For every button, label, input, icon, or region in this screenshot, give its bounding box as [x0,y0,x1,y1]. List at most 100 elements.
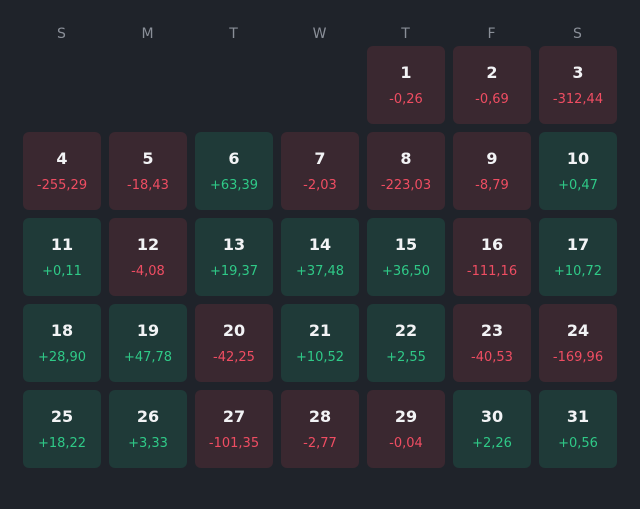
day-number: 1 [400,63,412,82]
day-cell-11[interactable]: 11 +0,11 [23,218,101,296]
day-number: 7 [314,149,326,168]
day-number: 17 [566,235,590,254]
day-pnl-value: +47,78 [123,350,173,365]
day-cell-6[interactable]: 6 +63,39 [195,132,273,210]
day-number: 4 [56,149,68,168]
day-pnl-value: +10,52 [295,350,345,365]
day-pnl-value: +2,55 [386,350,426,365]
day-pnl-value: +3,33 [128,436,168,451]
day-cell-8[interactable]: 8 -223,03 [367,132,445,210]
day-cell-4[interactable]: 4 -255,29 [23,132,101,210]
day-pnl-value: +63,39 [209,178,259,193]
day-pnl-value: +28,90 [37,350,87,365]
day-pnl-value: +19,37 [209,264,259,279]
day-cell-15[interactable]: 15 +36,50 [367,218,445,296]
day-cell-21[interactable]: 21 +10,52 [281,304,359,382]
weekday-label: F [487,26,497,42]
day-cell-14[interactable]: 14 +37,48 [281,218,359,296]
day-cell-26[interactable]: 26 +3,33 [109,390,187,468]
day-cell-28[interactable]: 28 -2,77 [281,390,359,468]
day-number: 21 [308,321,332,340]
day-pnl-value: +10,72 [553,264,603,279]
day-pnl-value: -169,96 [552,350,604,365]
day-cell-5[interactable]: 5 -18,43 [109,132,187,210]
weekday-label: M [141,26,155,42]
weekday-label: T [229,26,239,42]
empty-cell [195,46,273,124]
day-pnl-value: +18,22 [37,436,87,451]
day-cell-9[interactable]: 9 -8,79 [453,132,531,210]
day-pnl-value: -101,35 [208,436,260,451]
day-cell-30[interactable]: 30 +2,26 [453,390,531,468]
day-pnl-value: -111,16 [466,264,518,279]
day-number: 31 [566,407,590,426]
day-number: 30 [480,407,504,426]
day-cell-10[interactable]: 10 +0,47 [539,132,617,210]
day-cell-2[interactable]: 2 -0,69 [453,46,531,124]
day-pnl-value: -2,03 [303,178,337,193]
day-cell-17[interactable]: 17 +10,72 [539,218,617,296]
day-cell-24[interactable]: 24 -169,96 [539,304,617,382]
day-number: 6 [228,149,240,168]
empty-cell [23,46,101,124]
day-cell-22[interactable]: 22 +2,55 [367,304,445,382]
day-number: 19 [136,321,160,340]
day-number: 25 [50,407,74,426]
empty-cell [281,46,359,124]
day-number: 13 [222,235,246,254]
empty-cell [109,46,187,124]
day-cell-31[interactable]: 31 +0,56 [539,390,617,468]
day-cell-27[interactable]: 27 -101,35 [195,390,273,468]
day-cell-20[interactable]: 20 -42,25 [195,304,273,382]
day-cell-13[interactable]: 13 +19,37 [195,218,273,296]
day-pnl-value: +37,48 [295,264,345,279]
weekday-label: T [401,26,411,42]
day-number: 3 [572,63,584,82]
day-number: 2 [486,63,498,82]
day-pnl-value: +0,47 [558,178,598,193]
day-number: 5 [142,149,154,168]
day-pnl-value: +0,11 [42,264,82,279]
day-pnl-value: -18,43 [127,178,169,193]
day-cell-7[interactable]: 7 -2,03 [281,132,359,210]
weekday-label: W [312,26,328,42]
day-pnl-value: -255,29 [36,178,88,193]
day-number: 20 [222,321,246,340]
day-number: 12 [136,235,160,254]
day-number: 16 [480,235,504,254]
day-number: 18 [50,321,74,340]
day-number: 28 [308,407,332,426]
day-number: 24 [566,321,590,340]
day-pnl-value: -4,08 [131,264,165,279]
calendar-grid: 1 -0,26 2 -0,69 3 -312,44 4 -255,29 5 -18,43 6 +63,… [23,46,617,468]
day-pnl-value: -42,25 [213,350,255,365]
day-cell-3[interactable]: 3 -312,44 [539,46,617,124]
day-pnl-value: -312,44 [552,92,604,107]
day-pnl-value: -8,79 [475,178,509,193]
day-number: 10 [566,149,590,168]
day-number: 11 [50,235,74,254]
day-number: 8 [400,149,412,168]
day-number: 27 [222,407,246,426]
day-pnl-value: -40,53 [471,350,513,365]
day-pnl-value: -0,69 [475,92,509,107]
weekday-label: S [573,26,583,42]
day-cell-18[interactable]: 18 +28,90 [23,304,101,382]
day-number: 26 [136,407,160,426]
day-cell-16[interactable]: 16 -111,16 [453,218,531,296]
day-cell-29[interactable]: 29 -0,04 [367,390,445,468]
day-cell-1[interactable]: 1 -0,26 [367,46,445,124]
day-cell-23[interactable]: 23 -40,53 [453,304,531,382]
day-number: 9 [486,149,498,168]
day-cell-12[interactable]: 12 -4,08 [109,218,187,296]
day-cell-25[interactable]: 25 +18,22 [23,390,101,468]
day-pnl-value: -223,03 [380,178,432,193]
day-pnl-value: -0,04 [389,436,423,451]
day-number: 23 [480,321,504,340]
day-number: 14 [308,235,332,254]
day-pnl-value: -2,77 [303,436,337,451]
day-pnl-value: -0,26 [389,92,423,107]
day-cell-19[interactable]: 19 +47,78 [109,304,187,382]
